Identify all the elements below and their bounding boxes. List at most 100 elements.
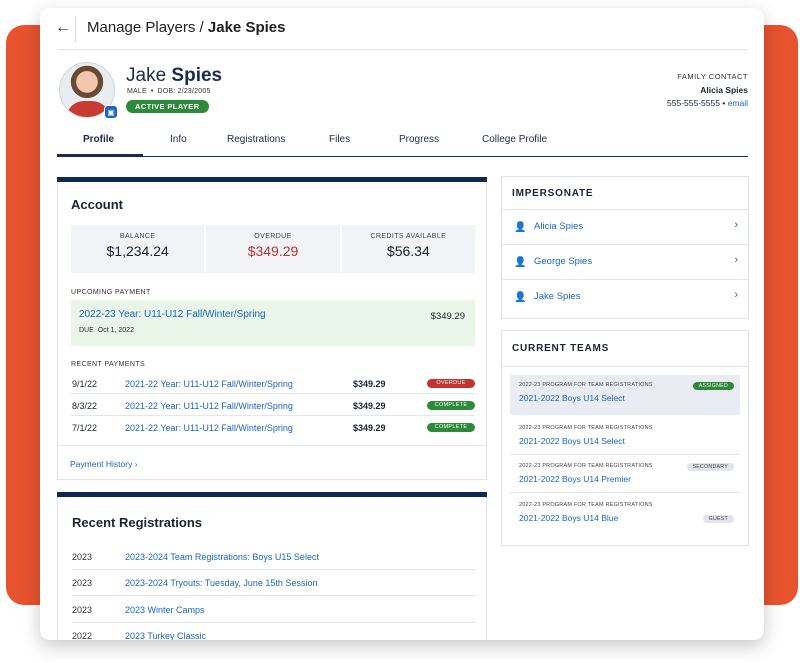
user-switch-icon: 👤 xyxy=(514,257,527,268)
user-switch-icon: 👤 xyxy=(514,292,527,303)
family-contact-name: Alicia Spies xyxy=(700,85,748,95)
dot-separator: • xyxy=(150,88,154,95)
team-item: 2022-23 PROGRAM FOR TEAM REGISTRATIONS 2… xyxy=(510,455,740,493)
team-item: 2022-23 PROGRAM FOR TEAM REGISTRATIONS 2… xyxy=(510,417,740,455)
breadcrumb: Manage Players / Jake Spies xyxy=(87,19,285,36)
table-row: 9/1/22 2021-22 Year: U11-U12 Fall/Winter… xyxy=(71,373,475,394)
registration-link[interactable]: 2023-2024 Tryouts: Tuesday, June 15th Se… xyxy=(125,578,318,588)
account-panel: Account BALANCE $1,234.24 OVERDUE $349.2… xyxy=(57,177,487,480)
chevron-right-icon: › xyxy=(734,219,738,231)
team-link[interactable]: 2021-2022 Boys U14 Blue xyxy=(519,513,619,523)
status-badge: ACTIVE PLAYER xyxy=(126,100,209,113)
payment-amount: $349.29 xyxy=(353,379,386,389)
top-bar: ← Manage Players / Jake Spies xyxy=(40,8,764,50)
player-last-name: Spies xyxy=(171,65,223,86)
upcoming-payment-label: UPCOMING PAYMENT xyxy=(71,289,151,296)
family-contact-phone-line: 555-555-5555 • email xyxy=(667,98,748,108)
stat-value: $1,234.24 xyxy=(106,243,169,259)
payment-amount: $349.29 xyxy=(353,401,386,411)
breadcrumb-parent[interactable]: Manage Players / xyxy=(87,19,208,36)
tab-info[interactable]: Info xyxy=(170,134,187,145)
impersonate-name: Jake Spies xyxy=(534,291,581,302)
payment-date: 7/1/22 xyxy=(72,423,98,433)
player-dob: DOB: 2/23/2005 xyxy=(157,88,211,95)
tab-profile[interactable]: Profile xyxy=(83,134,115,145)
payment-link[interactable]: 2021-22 Year: U11-U12 Fall/Winter/Spring xyxy=(125,423,293,433)
team-item: 2022-23 PROGRAM FOR TEAM REGISTRATIONS 2… xyxy=(510,375,740,415)
tab-college-profile[interactable]: College Profile xyxy=(482,134,548,145)
due-label: DUE xyxy=(79,327,94,334)
app-window: ← Manage Players / Jake Spies ▣ Jake Spi… xyxy=(40,8,764,640)
recent-registrations-title: Recent Registrations xyxy=(72,515,203,530)
avatar-shirt xyxy=(66,101,110,117)
stat-credits: CREDITS AVAILABLE $56.34 xyxy=(341,225,475,273)
team-link[interactable]: 2021-2022 Boys U14 Select xyxy=(519,436,625,446)
camera-icon[interactable]: ▣ xyxy=(104,105,118,119)
impersonate-panel: IMPERSONATE 👤 Alicia Spies › 👤 George Sp… xyxy=(501,176,749,319)
stat-label: BALANCE xyxy=(119,233,156,240)
status-badge: COMPLETE xyxy=(427,401,475,410)
stat-value: $56.34 xyxy=(386,243,430,259)
breadcrumb-current: Jake Spies xyxy=(207,19,286,36)
payment-history-link[interactable]: Payment History › xyxy=(70,459,138,469)
family-contact-label: FAMILY CONTACT xyxy=(677,72,748,81)
divider xyxy=(75,16,76,42)
registration-year: 2023 xyxy=(72,605,93,615)
list-item: 2023 2023-2024 Tryouts: Tuesday, June 15… xyxy=(72,570,476,596)
arrow-left-icon[interactable]: ← xyxy=(55,19,71,36)
payment-link[interactable]: 2021-22 Year: U11-U12 Fall/Winter/Spring xyxy=(125,379,293,389)
payment-amount: $349.29 xyxy=(353,423,386,433)
player-meta: MALE • DOB: 2/23/2005 xyxy=(127,88,211,95)
status-badge: ASSIGNED xyxy=(692,382,734,390)
impersonate-item[interactable]: 👤 Jake Spies › xyxy=(502,280,748,315)
chevron-right-icon: › xyxy=(734,289,738,301)
registration-year: 2023 xyxy=(72,552,93,562)
list-item: 2022 2023 Turkey Classic xyxy=(72,623,476,640)
tab-bar: Profile Info Registrations Files Progres… xyxy=(57,128,748,157)
status-badge: OVERDUE xyxy=(427,379,475,388)
current-teams-title: CURRENT TEAMS xyxy=(512,343,610,354)
player-first-name: Jake xyxy=(126,65,167,86)
registration-link[interactable]: 2023 Turkey Classic xyxy=(125,631,207,640)
registration-year: 2022 xyxy=(72,631,93,640)
divider xyxy=(502,366,748,367)
impersonate-name: George Spies xyxy=(534,256,593,267)
panel-accent-bar xyxy=(57,177,487,182)
payment-link[interactable]: 2021-22 Year: U11-U12 Fall/Winter/Spring xyxy=(125,401,293,411)
tab-registrations[interactable]: Registrations xyxy=(227,134,286,145)
team-program: 2022-23 PROGRAM FOR TEAM REGISTRATIONS xyxy=(519,382,653,388)
upcoming-payment-link[interactable]: 2022-23 Year: U11-U12 Fall/Winter/Spring xyxy=(79,309,266,320)
payment-date: 8/3/22 xyxy=(72,401,98,411)
registration-link[interactable]: 2023 Winter Camps xyxy=(125,605,205,615)
stat-overdue: OVERDUE $349.29 xyxy=(206,225,340,273)
team-program: 2022-23 PROGRAM FOR TEAM REGISTRATIONS xyxy=(519,502,653,508)
status-badge: GUEST xyxy=(702,515,734,523)
account-title: Account xyxy=(71,197,123,212)
recent-payments-label: RECENT PAYMENTS xyxy=(71,361,146,368)
status-badge: SECONDARY xyxy=(686,463,734,471)
divider xyxy=(58,445,486,446)
user-switch-icon: 👤 xyxy=(514,222,527,233)
impersonate-item[interactable]: 👤 Alicia Spies › xyxy=(502,210,748,245)
list-item: 2023 2023-2024 Team Registrations: Boys … xyxy=(72,544,476,570)
registration-year: 2023 xyxy=(72,578,93,588)
account-stats: BALANCE $1,234.24 OVERDUE $349.29 CREDIT… xyxy=(71,225,475,273)
family-contact: FAMILY CONTACT Alicia Spies 555-555-5555… xyxy=(667,72,748,108)
registration-link[interactable]: 2023-2024 Team Registrations: Boys U15 S… xyxy=(125,552,319,562)
impersonate-item[interactable]: 👤 George Spies › xyxy=(502,245,748,280)
upcoming-due: DUE Oct 1, 2022 xyxy=(79,327,134,334)
team-program: 2022-23 PROGRAM FOR TEAM REGISTRATIONS xyxy=(519,463,653,469)
team-link[interactable]: 2021-2022 Boys U14 Select xyxy=(519,393,625,403)
tab-progress[interactable]: Progress xyxy=(399,134,440,145)
team-link[interactable]: 2021-2022 Boys U14 Premier xyxy=(519,474,631,484)
email-link[interactable]: email xyxy=(727,98,748,108)
list-item: 2023 2023 Winter Camps xyxy=(72,597,476,623)
upcoming-payment-card: 2022-23 Year: U11-U12 Fall/Winter/Spring… xyxy=(71,300,475,346)
header-divider xyxy=(58,49,748,50)
stat-label: OVERDUE xyxy=(254,233,292,240)
tab-files[interactable]: Files xyxy=(329,134,351,145)
impersonate-title: IMPERSONATE xyxy=(512,188,594,199)
current-teams-panel: CURRENT TEAMS 2022-23 PROGRAM FOR TEAM R… xyxy=(501,330,749,546)
table-row: 8/3/22 2021-22 Year: U11-U12 Fall/Winter… xyxy=(71,395,475,416)
family-contact-phone: 555-555-5555 xyxy=(667,98,720,108)
